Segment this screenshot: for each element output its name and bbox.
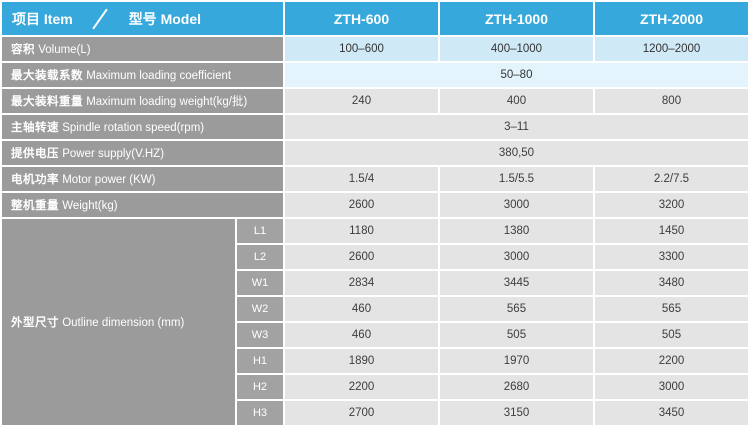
cell-w3-zth600: 460 xyxy=(285,323,438,347)
row-label-en: Maximum loading weight(kg/批) xyxy=(86,96,248,108)
table-row-dim-l2: L2 2600 3000 3300 xyxy=(2,245,748,269)
table-row-dim-w2: W2 460 565 565 xyxy=(2,297,748,321)
column-header-zth-1000: ZTH-1000 xyxy=(440,2,593,35)
table-row-weight: 整机重量 Weight(kg) 2600 3000 3200 xyxy=(2,193,748,217)
cell-w2-zth1000: 565 xyxy=(440,297,593,321)
table-row-dim-w1: W1 2834 3445 3480 xyxy=(2,271,748,295)
cell-h3-zth1000: 3150 xyxy=(440,401,593,425)
table-row-volume: 容积 Volume(L) 100–600 400–1000 1200–2000 xyxy=(2,37,748,61)
table-row-dim-l1: 外型尺寸 Outline dimension (mm) L1 1180 1380… xyxy=(2,219,748,425)
cell-loading-weight-zth600: 240 xyxy=(285,89,438,113)
row-label-en: Maximum loading coefficient xyxy=(86,70,232,82)
row-label-power-supply: 提供电压 Power supply(V.HZ) xyxy=(2,141,283,165)
row-label-zh: 容积 xyxy=(11,44,35,56)
sub-label-h3: H3 xyxy=(237,401,283,425)
row-label-motor-power: 电机功率 Motor power (KW) xyxy=(2,167,283,191)
cell-l2-zth600: 2600 xyxy=(285,245,438,269)
cell-motor-power-zth2000: 2.2/7.5 xyxy=(595,167,748,191)
table-row-loading-coefficient: 最大装载系数 Maximum loading coefficient 50–80 xyxy=(2,63,748,87)
table-row-dim-w3: W3 460 505 505 xyxy=(2,323,748,347)
cell-l2-zth2000: 3300 xyxy=(595,245,748,269)
row-label-zh: 外型尺寸 xyxy=(11,317,59,329)
diagonal-divider xyxy=(91,8,108,29)
cell-l2-zth1000: 3000 xyxy=(440,245,593,269)
table-row-power-supply: 提供电压 Power supply(V.HZ) 380,50 xyxy=(2,141,748,165)
row-label-en: Motor power (KW) xyxy=(62,174,156,186)
row-label-en: Power supply(V.HZ) xyxy=(62,148,165,160)
cell-w1-zth600: 2834 xyxy=(285,271,438,295)
row-label-spindle-speed: 主轴转速 Spindle rotation speed(rpm) xyxy=(2,115,283,139)
row-label-loading-weight: 最大装料重量 Maximum loading weight(kg/批) xyxy=(2,89,283,113)
row-label-zh: 最大装载系数 xyxy=(11,70,83,82)
sub-label-w3: W3 xyxy=(237,323,283,347)
row-label-en: Spindle rotation speed(rpm) xyxy=(62,122,205,134)
header-item-model-cell: 项目 Item 型号 Model xyxy=(2,2,283,35)
cell-l1-zth1000: 1380 xyxy=(440,219,593,243)
cell-h1-zth1000: 1970 xyxy=(440,349,593,373)
cell-motor-power-zth1000: 1.5/5.5 xyxy=(440,167,593,191)
sub-label-l2: L2 xyxy=(237,245,283,269)
cell-h2-zth600: 2200 xyxy=(285,375,438,399)
row-label-zh: 电机功率 xyxy=(11,174,59,186)
cell-w3-zth1000: 505 xyxy=(440,323,593,347)
sub-label-l1: L1 xyxy=(237,219,283,243)
cell-motor-power-zth600: 1.5/4 xyxy=(285,167,438,191)
cell-weight-zth2000: 3200 xyxy=(595,193,748,217)
table-row-spindle-speed: 主轴转速 Spindle rotation speed(rpm) 3–11 xyxy=(2,115,748,139)
table-row-dim-h2: H2 2200 2680 3000 xyxy=(2,375,748,399)
cell-volume-zth600: 100–600 xyxy=(285,37,438,61)
cell-loading-weight-zth2000: 800 xyxy=(595,89,748,113)
cell-w1-zth1000: 3445 xyxy=(440,271,593,295)
cell-loading-weight-zth1000: 400 xyxy=(440,89,593,113)
row-label-en: Volume(L) xyxy=(38,44,91,56)
cell-w3-zth2000: 505 xyxy=(595,323,748,347)
cell-h3-zth2000: 3450 xyxy=(595,401,748,425)
cell-l1-zth600: 1180 xyxy=(285,219,438,243)
cell-h2-zth2000: 3000 xyxy=(595,375,748,399)
cell-w1-zth2000: 3480 xyxy=(595,271,748,295)
cell-w2-zth600: 460 xyxy=(285,297,438,321)
row-label-weight: 整机重量 Weight(kg) xyxy=(2,193,283,217)
cell-volume-zth2000: 1200–2000 xyxy=(595,37,748,61)
row-label-zh: 提供电压 xyxy=(11,148,59,160)
header-item-label: 项目 Item xyxy=(12,10,73,27)
row-label-outline-dimension: 外型尺寸 Outline dimension (mm) xyxy=(2,219,235,425)
row-label-zh: 最大装料重量 xyxy=(11,96,83,108)
table-header-row: 项目 Item 型号 Model ZTH-600 ZTH-1000 ZTH-20… xyxy=(2,2,748,35)
column-header-zth-600: ZTH-600 xyxy=(285,2,438,35)
cell-volume-zth1000: 400–1000 xyxy=(440,37,593,61)
table-row-loading-weight: 最大装料重量 Maximum loading weight(kg/批) 240 … xyxy=(2,89,748,113)
cell-power-supply-all: 380,50 xyxy=(285,141,748,165)
row-label-zh: 整机重量 xyxy=(11,200,59,212)
cell-l1-zth2000: 1450 xyxy=(595,219,748,243)
row-label-loading-coefficient: 最大装载系数 Maximum loading coefficient xyxy=(2,63,283,87)
row-label-zh: 主轴转速 xyxy=(11,122,59,134)
sub-label-w2: W2 xyxy=(237,297,283,321)
table-row-dim-h1: H1 1890 1970 2200 xyxy=(2,349,748,373)
row-label-en: Outline dimension (mm) xyxy=(62,317,185,329)
cell-weight-zth1000: 3000 xyxy=(440,193,593,217)
table-row-dim-h3: H3 2700 3150 3450 xyxy=(2,401,748,425)
sub-label-h2: H2 xyxy=(237,375,283,399)
cell-weight-zth600: 2600 xyxy=(285,193,438,217)
cell-loading-coefficient-all: 50–80 xyxy=(285,63,748,87)
table-row-motor-power: 电机功率 Motor power (KW) 1.5/4 1.5/5.5 2.2/… xyxy=(2,167,748,191)
cell-h3-zth600: 2700 xyxy=(285,401,438,425)
cell-h2-zth1000: 2680 xyxy=(440,375,593,399)
cell-w2-zth2000: 565 xyxy=(595,297,748,321)
row-label-en: Weight(kg) xyxy=(62,200,118,212)
cell-h1-zth600: 1890 xyxy=(285,349,438,373)
row-label-volume: 容积 Volume(L) xyxy=(2,37,283,61)
cell-spindle-speed-all: 3–11 xyxy=(285,115,748,139)
cell-h1-zth2000: 2200 xyxy=(595,349,748,373)
column-header-zth-2000: ZTH-2000 xyxy=(595,2,748,35)
sub-label-w1: W1 xyxy=(237,271,283,295)
sub-label-h1: H1 xyxy=(237,349,283,373)
header-model-label: 型号 Model xyxy=(128,10,202,27)
